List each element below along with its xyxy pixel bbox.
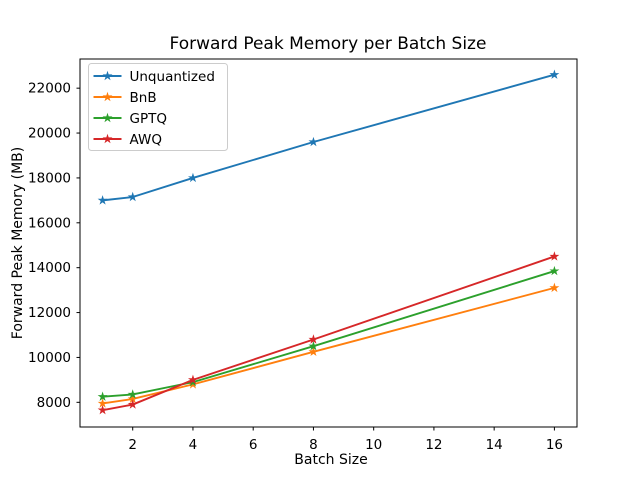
data-point-star-BnB xyxy=(308,346,319,357)
x-tick-label: 6 xyxy=(249,437,258,453)
data-point-star-AWQ xyxy=(97,404,108,415)
legend-star-marker xyxy=(102,70,113,81)
data-point-star-AWQ xyxy=(549,251,560,261)
data-point-star-BnB xyxy=(97,398,108,408)
y-tick-label: 20000 xyxy=(28,126,71,142)
data-point-star-BnB xyxy=(127,393,138,404)
x-axis-label: Batch Size xyxy=(294,452,367,468)
y-tick-label: 10000 xyxy=(28,350,71,366)
data-point-star-GPTQ xyxy=(127,389,138,399)
y-tick-label: 12000 xyxy=(28,305,71,321)
x-tick-label: 4 xyxy=(189,437,198,453)
chart-title: Forward Peak Memory per Batch Size xyxy=(170,34,487,54)
y-tick-label: 16000 xyxy=(28,215,71,231)
y-tick-label: 8000 xyxy=(37,395,71,411)
x-tick-label: 14 xyxy=(486,437,503,453)
data-point-star-Unquantized xyxy=(549,69,560,79)
data-point-star-AWQ xyxy=(308,334,319,344)
axes-spines xyxy=(79,58,578,428)
legend-label-AWQ: AWQ xyxy=(130,132,162,148)
plot-area: 2 4 6 8 10 12 14 16 8000 10000 12000 14000 16000 1800… xyxy=(28,58,578,453)
data-point-star-GPTQ xyxy=(97,391,108,401)
data-point-star-AWQ xyxy=(127,399,138,409)
data-point-star-AWQ xyxy=(188,374,198,385)
legend-label-GPTQ: GPTQ xyxy=(130,111,167,127)
y-tick-label: 22000 xyxy=(28,81,71,97)
x-tick-label: 8 xyxy=(309,437,318,453)
data-point-star-GPTQ xyxy=(308,341,319,351)
data-point-star-Unquantized xyxy=(97,195,108,205)
legend-label-Unquantized: Unquantized xyxy=(130,69,215,85)
x-tick-label: 16 xyxy=(546,437,563,453)
x-tick-label: 2 xyxy=(128,437,137,453)
legend-star-marker xyxy=(102,112,113,123)
data-point-star-Unquantized xyxy=(308,136,319,147)
data-point-star-BnB xyxy=(549,282,560,293)
legend-box xyxy=(88,63,228,151)
x-tick-label: 10 xyxy=(365,437,382,453)
legend-star-marker xyxy=(102,91,113,102)
data-point-star-Unquantized xyxy=(188,172,198,183)
y-tick-label: 18000 xyxy=(28,170,71,186)
y-tick-label: 14000 xyxy=(28,260,71,276)
legend-star-marker xyxy=(102,133,113,144)
data-point-star-Unquantized xyxy=(127,191,138,202)
x-tick-label: 12 xyxy=(425,437,442,453)
legend-label-BnB: BnB xyxy=(130,90,157,106)
y-axis-label: Forward Peak Memory (MB) xyxy=(10,147,26,339)
data-point-star-GPTQ xyxy=(549,265,560,276)
